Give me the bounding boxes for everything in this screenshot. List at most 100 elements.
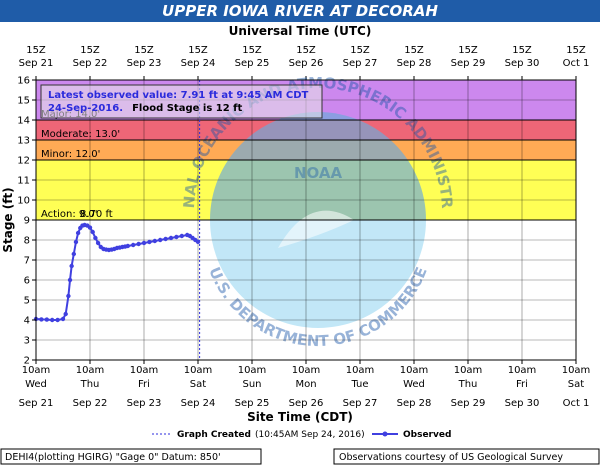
observed-point-36 <box>152 238 157 244</box>
observed-point-11 <box>73 239 79 245</box>
y-tick-label-12: 12 <box>17 156 30 167</box>
bottom-tick-day-4: Sun <box>242 379 261 390</box>
bottom-axis-ticks: 10am Wed Sep 21 10am Thu Sep 22 10am Fri Sep 23 1… <box>19 360 591 409</box>
watermark-upper-half <box>210 112 426 220</box>
bottom-tick-time-4: 10am <box>238 365 267 376</box>
bottom-tick-date-7: Sep 28 <box>397 398 432 409</box>
observed-point-33 <box>136 241 141 247</box>
y-tick-label-14: 14 <box>17 116 30 127</box>
top-tick-date-3: Sep 24 <box>181 58 216 69</box>
bottom-tick-date-8: Sep 29 <box>451 398 486 409</box>
bottom-tick-time-7: 10am <box>400 365 429 376</box>
bottom-tick-time-9: 10am <box>508 365 537 376</box>
band-label-action: Action: 9.0' <box>41 209 98 220</box>
footer-credit: Observations courtesy of US Geological S… <box>339 452 563 463</box>
bottom-tick-day-5: Mon <box>295 379 316 390</box>
observed-point-35 <box>147 239 152 245</box>
observed-legend-label: Observed <box>403 430 451 440</box>
bottom-tick-day-2: Fri <box>138 379 150 390</box>
flood-stage-text: Flood Stage is 12 ft <box>132 103 242 114</box>
bottom-tick-day-7: Wed <box>403 379 425 390</box>
top-tick-date-0: Sep 21 <box>19 58 54 69</box>
bottom-tick-date-10: Oct 1 <box>563 398 590 409</box>
top-tick-date-10: Oct 1 <box>563 58 590 69</box>
bottom-tick-day-1: Thu <box>80 379 100 390</box>
footer-right-box <box>333 448 600 465</box>
bottom-tick-date-6: Sep 27 <box>343 398 378 409</box>
latest-date: 24-Sep-2016. <box>48 103 123 114</box>
top-tick-time-6: 15Z <box>350 45 370 56</box>
latest-observed-line2: 24-Sep-2016. Flood Stage is 12 ft <box>48 96 242 115</box>
bottom-tick-date-3: Sep 24 <box>181 398 216 409</box>
latest-observed-text: Latest observed value: 7.91 ft at 9:45 A… <box>48 90 309 101</box>
y-tick-label-13: 13 <box>17 136 30 147</box>
bottom-tick-date-4: Sep 25 <box>235 398 270 409</box>
y-tick-label-3: 3 <box>24 336 30 347</box>
top-tick-time-2: 15Z <box>134 45 154 56</box>
y-tick-label-9: 9 <box>24 216 30 227</box>
observed-point-32 <box>131 242 136 248</box>
observed-point-19 <box>93 235 98 241</box>
observed-point-9 <box>69 263 74 269</box>
bottom-tick-time-2: 10am <box>130 365 159 376</box>
y-axis-ticks: 2 3 4 5 6 7 8 9 10 11 12 13 14 15 16 <box>17 76 36 367</box>
top-tick-date-8: Sep 29 <box>451 58 486 69</box>
y-tick-label-4: 4 <box>24 316 30 327</box>
observed-point-41 <box>179 233 184 239</box>
observed-point-2 <box>44 317 49 322</box>
observed-point-38 <box>163 236 168 242</box>
watermark-noaa-text: NOAA <box>294 164 343 182</box>
top-tick-date-4: Sep 25 <box>235 58 270 69</box>
band-label-minor: Minor: 12.0' <box>41 149 100 160</box>
y-axis-title: Stage (ft) <box>1 187 15 252</box>
y-tick-label-16: 16 <box>17 76 30 87</box>
grid-lines <box>36 80 576 360</box>
observed-point-6 <box>63 311 68 317</box>
y-tick-label-2: 2 <box>24 356 30 367</box>
bottom-tick-time-3: 10am <box>184 365 213 376</box>
top-tick-time-8: 15Z <box>458 45 478 56</box>
observed-point-10 <box>71 251 77 257</box>
y-tick-label-5: 5 <box>24 296 30 307</box>
top-tick-date-6: Sep 27 <box>343 58 378 69</box>
top-tick-date-2: Sep 23 <box>127 58 162 69</box>
observed-point-40 <box>174 234 179 240</box>
observed-point-3 <box>50 317 55 323</box>
plot-frame <box>35 79 577 361</box>
bottom-tick-time-8: 10am <box>454 365 483 376</box>
observed-point-31 <box>125 243 130 249</box>
top-tick-time-10: 15Z <box>566 45 586 56</box>
bottom-tick-day-10: Sat <box>568 379 584 390</box>
footer-left-box <box>0 448 262 465</box>
observed-point-18 <box>90 229 95 235</box>
observed-point-8 <box>67 277 73 283</box>
bottom-tick-day-3: Sat <box>190 379 206 390</box>
bottom-tick-date-9: Sep 30 <box>505 398 540 409</box>
observed-point-39 <box>168 235 174 241</box>
latest-box-frame <box>40 84 323 119</box>
top-tick-date-5: Sep 26 <box>289 58 324 69</box>
graph-created-value: (10:45AM Sep 24, 2016) <box>255 430 365 440</box>
y-tick-label-15: 15 <box>17 96 30 107</box>
y-tick-label-11: 11 <box>17 176 30 187</box>
bottom-axis-title: Site Time (CDT) <box>247 410 353 424</box>
observed-point-17 <box>87 225 93 230</box>
bottom-tick-time-5: 10am <box>292 365 321 376</box>
graph-created-label: Graph Created <box>177 430 251 440</box>
observed-point-1 <box>39 317 44 322</box>
top-tick-time-0: 15Z <box>26 45 46 56</box>
title-banner <box>0 0 600 22</box>
footer-datum: DEHI4(plotting HGIRG) "Gage 0" Datum: 85… <box>5 452 221 463</box>
observed-series <box>33 222 201 323</box>
bottom-tick-date-1: Sep 22 <box>73 398 108 409</box>
bottom-tick-time-10: 10am <box>562 365 591 376</box>
band-label-moderate: Moderate: 13.0' <box>41 129 120 140</box>
observed-point-34 <box>141 240 147 246</box>
bottom-tick-date-5: Sep 26 <box>289 398 324 409</box>
top-axis-ticks: 15Z Sep 21 15Z Sep 22 15Z Sep 23 15Z Sep 24 15Z S… <box>19 45 590 80</box>
bottom-tick-date-0: Sep 21 <box>19 398 54 409</box>
top-tick-time-9: 15Z <box>512 45 532 56</box>
top-tick-date-9: Sep 30 <box>505 58 540 69</box>
observed-point-5 <box>60 316 66 322</box>
